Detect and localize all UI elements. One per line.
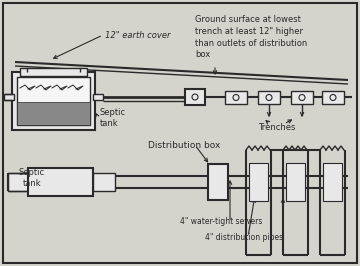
Bar xyxy=(93,173,115,191)
Bar xyxy=(322,91,344,104)
Bar xyxy=(208,164,228,200)
Bar xyxy=(323,163,342,201)
Bar xyxy=(185,89,205,105)
Text: Trenches: Trenches xyxy=(258,123,296,132)
Bar xyxy=(28,168,93,196)
Bar xyxy=(12,72,95,130)
Text: 4" water-tight sewers: 4" water-tight sewers xyxy=(180,218,262,227)
Text: Distribution box: Distribution box xyxy=(148,140,220,149)
Bar xyxy=(286,163,305,201)
Bar xyxy=(291,91,313,104)
Bar xyxy=(225,91,247,104)
Text: Septic
tank: Septic tank xyxy=(19,168,45,188)
Bar xyxy=(249,163,268,201)
Bar xyxy=(258,91,280,104)
Bar xyxy=(17,77,90,125)
Bar xyxy=(4,94,14,100)
Text: 4" distribution pipes: 4" distribution pipes xyxy=(205,234,283,243)
Text: 12" earth cover: 12" earth cover xyxy=(105,31,171,39)
Bar xyxy=(17,102,90,125)
Bar xyxy=(20,68,87,76)
Bar xyxy=(93,94,103,100)
Text: Ground surface at lowest
trench at least 12" higher
than outlets of distribution: Ground surface at lowest trench at least… xyxy=(195,15,307,59)
Text: Septic
tank: Septic tank xyxy=(100,108,126,128)
Bar xyxy=(8,173,30,191)
